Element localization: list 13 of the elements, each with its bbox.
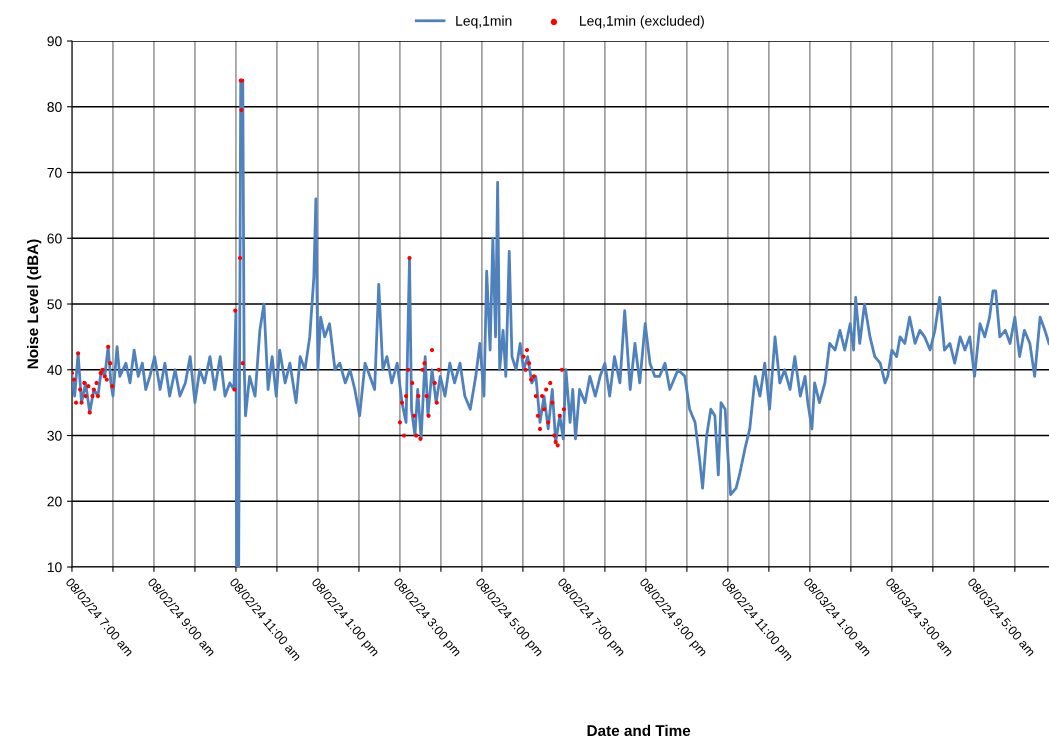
legend-label: Leq,1min (456, 15, 512, 29)
y-tick-label: 90 (47, 36, 62, 47)
y-tick-label: 50 (47, 299, 62, 310)
y-tick-label: 80 (47, 102, 62, 112)
y-tick-label: 30 (47, 430, 62, 441)
y-tick-label: 10 (47, 562, 62, 573)
legend-label: Leq,1min (excluded) (580, 15, 704, 29)
y-axis-title: Noise Level (dBA) (26, 239, 42, 369)
y-tick-label: 70 (47, 167, 62, 178)
y-tick-label: 40 (47, 365, 62, 375)
y-tick-label: 60 (47, 233, 62, 244)
x-axis-title: Date and Time (587, 724, 691, 737)
y-tick-label: 20 (47, 496, 62, 507)
